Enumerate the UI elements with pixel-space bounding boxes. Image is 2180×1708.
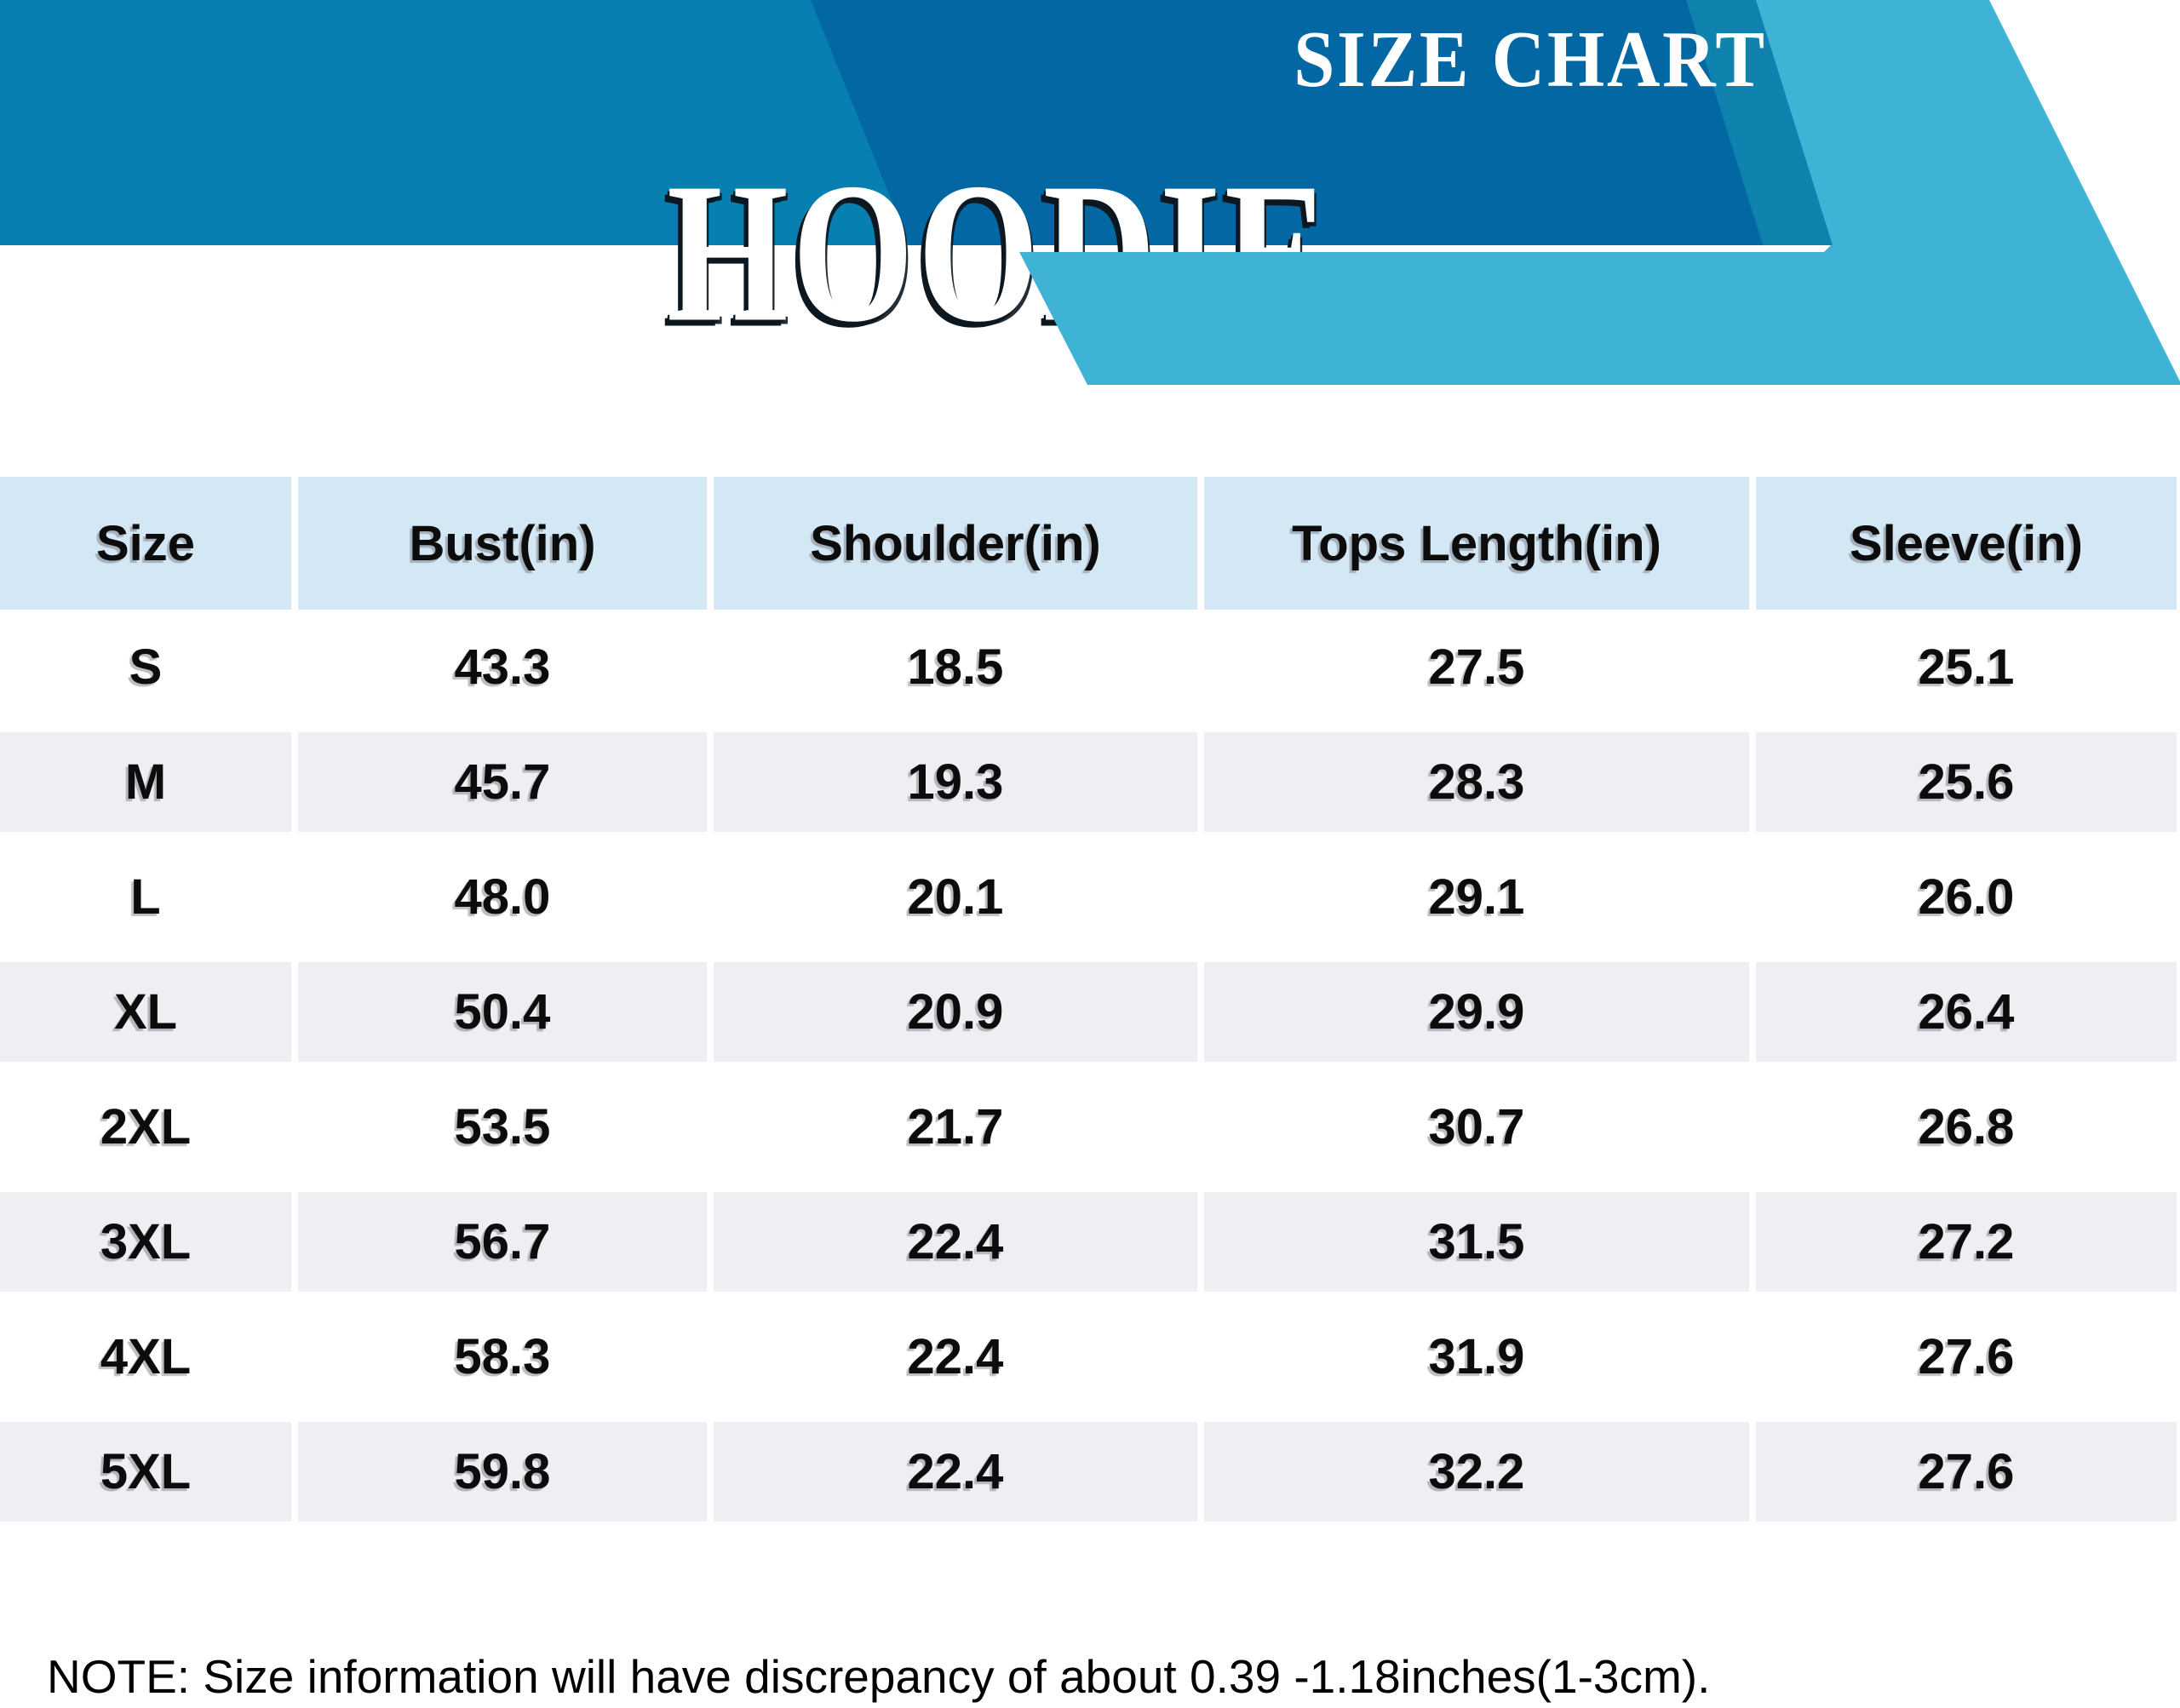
size-chart-ribbon xyxy=(1019,245,2180,385)
banner: HOODIE xyxy=(0,0,2180,352)
measurement-cell: 22.4 xyxy=(714,1299,1197,1414)
measurement-cell: 58.3 xyxy=(298,1299,707,1414)
measurement-cell: 31.5 xyxy=(1204,1184,1749,1299)
table-row: XL 50.4 20.9 29.9 26.4 xyxy=(0,954,2177,1069)
measurement-cell: 18.5 xyxy=(714,610,1197,725)
measurement-cell: 27.6 xyxy=(1756,1414,2177,1529)
size-cell: 4XL xyxy=(0,1299,291,1414)
measurement-cell: 31.9 xyxy=(1204,1299,1749,1414)
size-cell: S xyxy=(0,610,291,725)
table-row: L 48.0 20.1 29.1 26.0 xyxy=(0,840,2177,954)
measurement-cell: 32.2 xyxy=(1204,1414,1749,1529)
measurement-cell: 50.4 xyxy=(298,954,707,1069)
measurement-cell: 19.3 xyxy=(714,725,1197,840)
measurement-cell: 22.4 xyxy=(714,1414,1197,1529)
measurement-cell: 45.7 xyxy=(298,725,707,840)
measurement-cell: 27.2 xyxy=(1756,1184,2177,1299)
column-header: Sleeve(in) xyxy=(1756,477,2177,610)
measurement-cell: 20.1 xyxy=(714,840,1197,954)
table-row: S 43.3 18.5 27.5 25.1 xyxy=(0,610,2177,725)
table-row: M 45.7 19.3 28.3 25.6 xyxy=(0,725,2177,840)
column-header: Bust(in) xyxy=(298,477,707,610)
measurement-cell: 27.5 xyxy=(1204,610,1749,725)
size-chart-label: SIZE CHART xyxy=(1294,15,1767,104)
measurement-cell: 22.4 xyxy=(714,1184,1197,1299)
measurement-cell: 53.5 xyxy=(298,1069,707,1184)
measurement-cell: 29.9 xyxy=(1204,954,1749,1069)
size-cell: L xyxy=(0,840,291,954)
table-row: 4XL 58.3 22.4 31.9 27.6 xyxy=(0,1299,2177,1414)
measurement-cell: 56.7 xyxy=(298,1184,707,1299)
column-header: Size xyxy=(0,477,291,610)
banner-dark-diagonal xyxy=(811,0,1763,245)
measurement-cell: 43.3 xyxy=(298,610,707,725)
size-cell: M xyxy=(0,725,291,840)
column-header: Tops Length(in) xyxy=(1204,477,1749,610)
size-table: Size Bust(in) Shoulder(in) Tops Length(in) S… xyxy=(0,477,2177,1529)
table-row: 5XL 59.8 22.4 32.2 27.6 xyxy=(0,1414,2177,1529)
measurement-cell: 21.7 xyxy=(714,1069,1197,1184)
measurement-cell: 20.9 xyxy=(714,954,1197,1069)
size-cell: XL xyxy=(0,954,291,1069)
measurement-cell: 28.3 xyxy=(1204,725,1749,840)
measurement-cell: 27.6 xyxy=(1756,1299,2177,1414)
measurement-cell: 30.7 xyxy=(1204,1069,1749,1184)
size-cell: 5XL xyxy=(0,1414,291,1529)
measurement-cell: 25.6 xyxy=(1756,725,2177,840)
size-cell: 3XL xyxy=(0,1184,291,1299)
measurement-cell: 25.1 xyxy=(1756,610,2177,725)
measurement-cell: 59.8 xyxy=(298,1414,707,1529)
table-row: 2XL 53.5 21.7 30.7 26.8 xyxy=(0,1069,2177,1184)
measurement-cell: 48.0 xyxy=(298,840,707,954)
measurement-cell: 29.1 xyxy=(1204,840,1749,954)
table-row: 3XL 56.7 22.4 31.5 27.2 xyxy=(0,1184,2177,1299)
size-cell: 2XL xyxy=(0,1069,291,1184)
column-header: Shoulder(in) xyxy=(714,477,1197,610)
measurement-cell: 26.4 xyxy=(1756,954,2177,1069)
table-header-row: Size Bust(in) Shoulder(in) Tops Length(in) S… xyxy=(0,477,2177,610)
measurement-cell: 26.0 xyxy=(1756,840,2177,954)
measurement-cell: 26.8 xyxy=(1756,1069,2177,1184)
note-text: NOTE: Size information will have discrep… xyxy=(47,1650,1711,1703)
table-body: S 43.3 18.5 27.5 25.1 M 45.7 19.3 28.3 25.6 L 48.0 2… xyxy=(0,610,2177,1529)
